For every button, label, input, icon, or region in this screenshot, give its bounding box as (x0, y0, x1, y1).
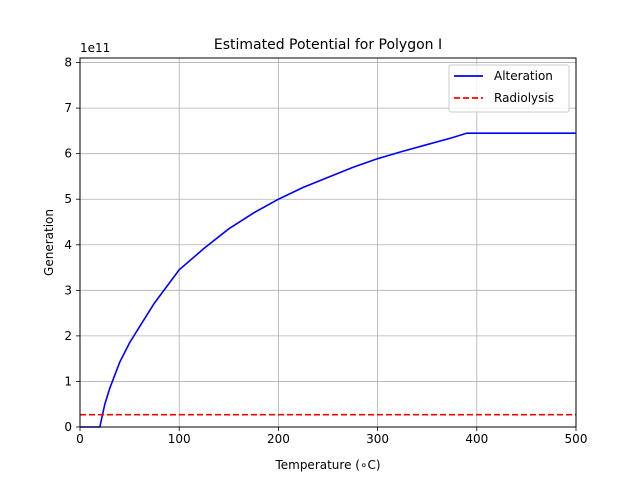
x-tick-label: 0 (76, 432, 84, 446)
chart-title: Estimated Potential for Polygon I (214, 37, 442, 53)
legend-label-radiolysis: Radiolysis (494, 91, 554, 105)
x-tick-label: 400 (465, 432, 488, 446)
grid (79, 58, 577, 428)
y-offset-label: 1e11 (80, 41, 110, 55)
x-tick-label: 300 (366, 432, 389, 446)
axis-ticks: 0 100 200 300 400 500 0 1 2 3 4 5 6 7 8 (64, 56, 587, 446)
plot-lines (80, 132, 576, 428)
plot-frame (79, 57, 577, 428)
x-tick-label: 500 (565, 432, 588, 446)
y-tick-label: 4 (64, 238, 72, 252)
x-tick-label: 100 (168, 432, 191, 446)
series-line-alteration (80, 132, 576, 428)
y-tick-label: 2 (64, 329, 72, 343)
legend-label-alteration: Alteration (494, 69, 553, 83)
y-tick-label: 5 (64, 192, 72, 206)
y-tick-label: 3 (64, 283, 72, 297)
y-axis-label: Generation (42, 209, 56, 276)
legend: Alteration Radiolysis (448, 64, 570, 113)
x-axis-label: Temperature (∘C) (274, 458, 380, 472)
y-tick-label: 7 (64, 101, 72, 115)
y-tick-label: 8 (64, 56, 72, 70)
y-tick-label: 0 (64, 420, 72, 434)
x-tick-label: 200 (267, 432, 290, 446)
y-tick-label: 1 (64, 374, 72, 388)
y-tick-label: 6 (64, 147, 72, 161)
